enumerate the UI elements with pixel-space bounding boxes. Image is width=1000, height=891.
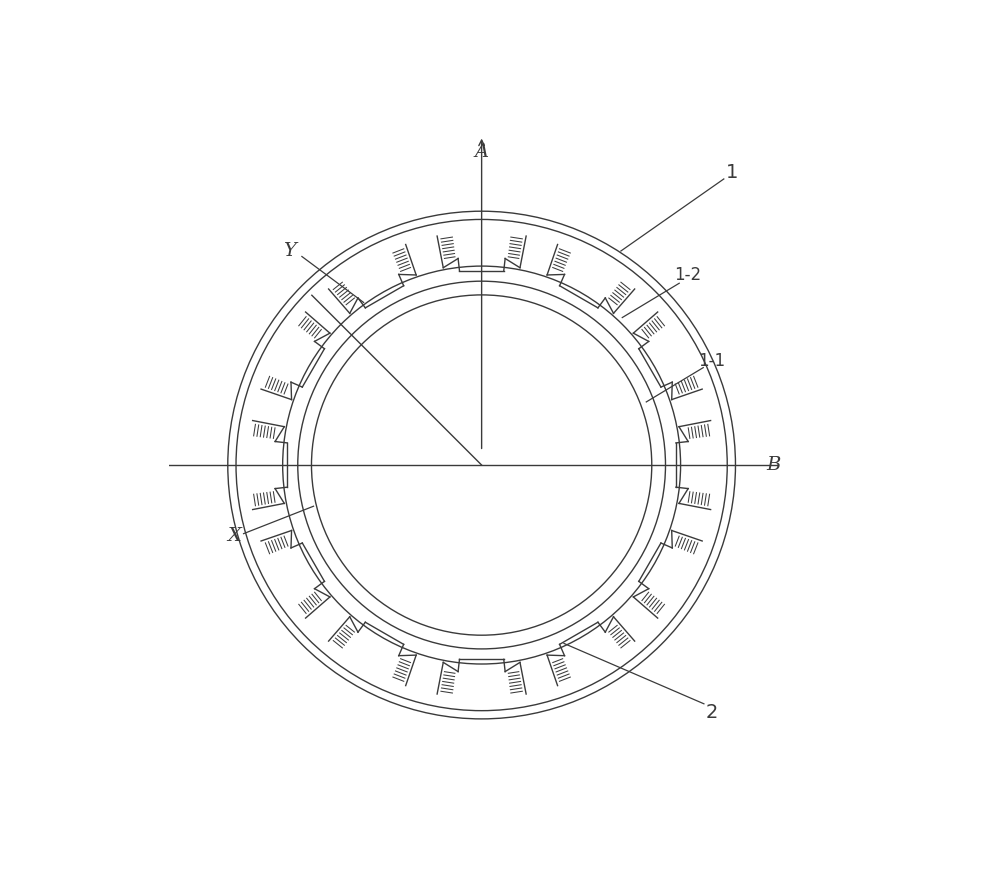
Text: B: B — [766, 456, 780, 474]
Text: 1: 1 — [726, 162, 738, 182]
Text: 1-1: 1-1 — [698, 352, 725, 370]
Text: Y: Y — [283, 242, 296, 260]
Text: X: X — [228, 527, 242, 544]
Text: A: A — [475, 143, 489, 160]
Text: 1-2: 1-2 — [674, 266, 701, 284]
Text: 2: 2 — [705, 702, 718, 722]
